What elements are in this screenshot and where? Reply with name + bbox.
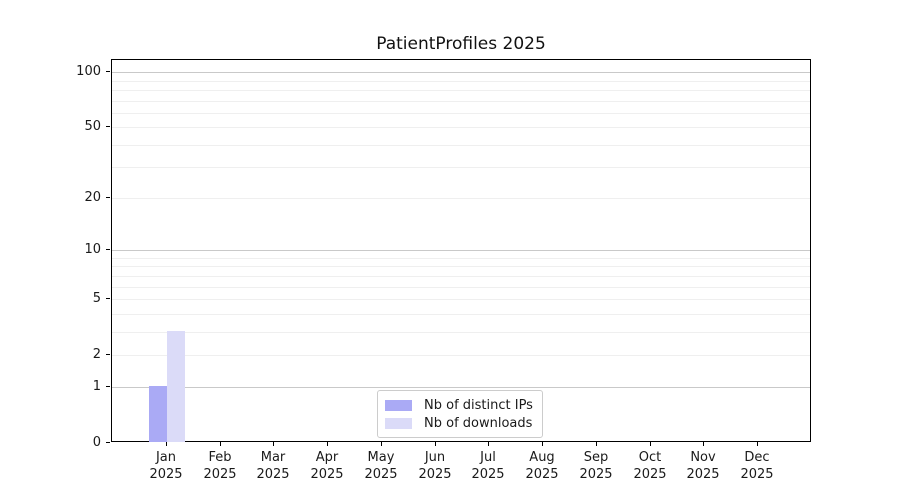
y-tick-label: 5 [92, 291, 101, 306]
x-tick-label: Feb 2025 [190, 449, 250, 483]
year-label: 2025 [256, 467, 290, 482]
legend: Nb of distinct IPs Nb of downloads [377, 390, 543, 438]
year-label: 2025 [364, 467, 398, 482]
x-tick-label: Dec 2025 [727, 449, 787, 483]
y-tick-label: 10 [84, 242, 101, 257]
gridline [112, 287, 810, 288]
x-tick-mark [327, 442, 328, 446]
x-tick-label: Nov 2025 [673, 449, 733, 483]
gridline [112, 101, 810, 102]
gridline [112, 90, 810, 91]
year-label: 2025 [633, 467, 667, 482]
y-tick-label: 100 [76, 64, 101, 79]
gridline [112, 266, 810, 267]
y-tick-mark [106, 354, 110, 355]
year-label: 2025 [418, 467, 452, 482]
x-tick-label: May 2025 [351, 449, 411, 483]
legend-label-distinct-ips: Nb of distinct IPs [424, 397, 533, 413]
legend-swatch-distinct-ips [385, 399, 412, 411]
legend-label-downloads: Nb of downloads [424, 415, 533, 431]
month-label: Dec [744, 450, 770, 465]
x-tick-mark [381, 442, 382, 446]
gridline [112, 332, 810, 333]
month-label: Jun [424, 450, 446, 465]
bar-distinct-ips [149, 386, 167, 442]
y-tick-mark [106, 197, 110, 198]
month-label: May [367, 450, 395, 465]
y-tick-mark [106, 126, 110, 127]
month-label: Feb [208, 450, 232, 465]
gridline [112, 387, 810, 388]
x-tick-mark [542, 442, 543, 446]
gridline [112, 250, 810, 251]
x-tick-mark [220, 442, 221, 446]
legend-swatch-downloads [385, 417, 412, 429]
x-tick-mark [273, 442, 274, 446]
y-tick-label: 20 [84, 190, 101, 205]
y-tick-mark [106, 386, 110, 387]
x-tick-label: Jun 2025 [405, 449, 465, 483]
y-tick-label: 2 [92, 347, 101, 362]
year-label: 2025 [203, 467, 237, 482]
year-label: 2025 [740, 467, 774, 482]
x-tick-label: Sep 2025 [566, 449, 626, 483]
year-label: 2025 [149, 467, 183, 482]
x-tick-mark [435, 442, 436, 446]
gridline [112, 276, 810, 277]
month-label: Jan [155, 450, 177, 465]
x-tick-mark [650, 442, 651, 446]
month-label: Sep [583, 450, 609, 465]
plot-area [111, 59, 811, 442]
y-tick-label: 50 [84, 119, 101, 134]
x-tick-mark [596, 442, 597, 446]
year-label: 2025 [471, 467, 505, 482]
chart-title: PatientProfiles 2025 [376, 34, 546, 54]
x-tick-mark [757, 442, 758, 446]
bar-downloads [167, 331, 185, 442]
gridline [112, 355, 810, 356]
y-tick-label: 0 [92, 435, 101, 450]
gridline [112, 198, 810, 199]
x-tick-label: Mar 2025 [243, 449, 303, 483]
legend-item-distinct-ips: Nb of distinct IPs [385, 396, 533, 414]
legend-item-downloads: Nb of downloads [385, 414, 533, 432]
x-tick-mark [488, 442, 489, 446]
x-tick-mark [703, 442, 704, 446]
gridline [112, 127, 810, 128]
month-label: Mar [260, 450, 286, 465]
gridline [112, 72, 810, 73]
y-tick-mark [106, 298, 110, 299]
month-label: Apr [315, 450, 339, 465]
y-tick-label: 1 [92, 379, 101, 394]
gridline [112, 299, 810, 300]
x-tick-label: Apr 2025 [297, 449, 357, 483]
year-label: 2025 [579, 467, 613, 482]
gridline [112, 167, 810, 168]
x-tick-label: Jul 2025 [458, 449, 518, 483]
x-tick-label: Oct 2025 [620, 449, 680, 483]
x-tick-label: Jan 2025 [136, 449, 196, 483]
gridline [112, 258, 810, 259]
gridline [112, 81, 810, 82]
gridline [112, 145, 810, 146]
x-tick-mark [166, 442, 167, 446]
gridline [112, 314, 810, 315]
month-label: Nov [690, 450, 716, 465]
gridline [112, 113, 810, 114]
y-tick-mark [106, 442, 110, 443]
y-tick-mark [106, 249, 110, 250]
year-label: 2025 [525, 467, 559, 482]
month-label: Oct [638, 450, 662, 465]
year-label: 2025 [310, 467, 344, 482]
month-label: Jul [480, 450, 496, 465]
month-label: Aug [529, 450, 555, 465]
y-tick-mark [106, 71, 110, 72]
year-label: 2025 [686, 467, 720, 482]
x-tick-label: Aug 2025 [512, 449, 572, 483]
